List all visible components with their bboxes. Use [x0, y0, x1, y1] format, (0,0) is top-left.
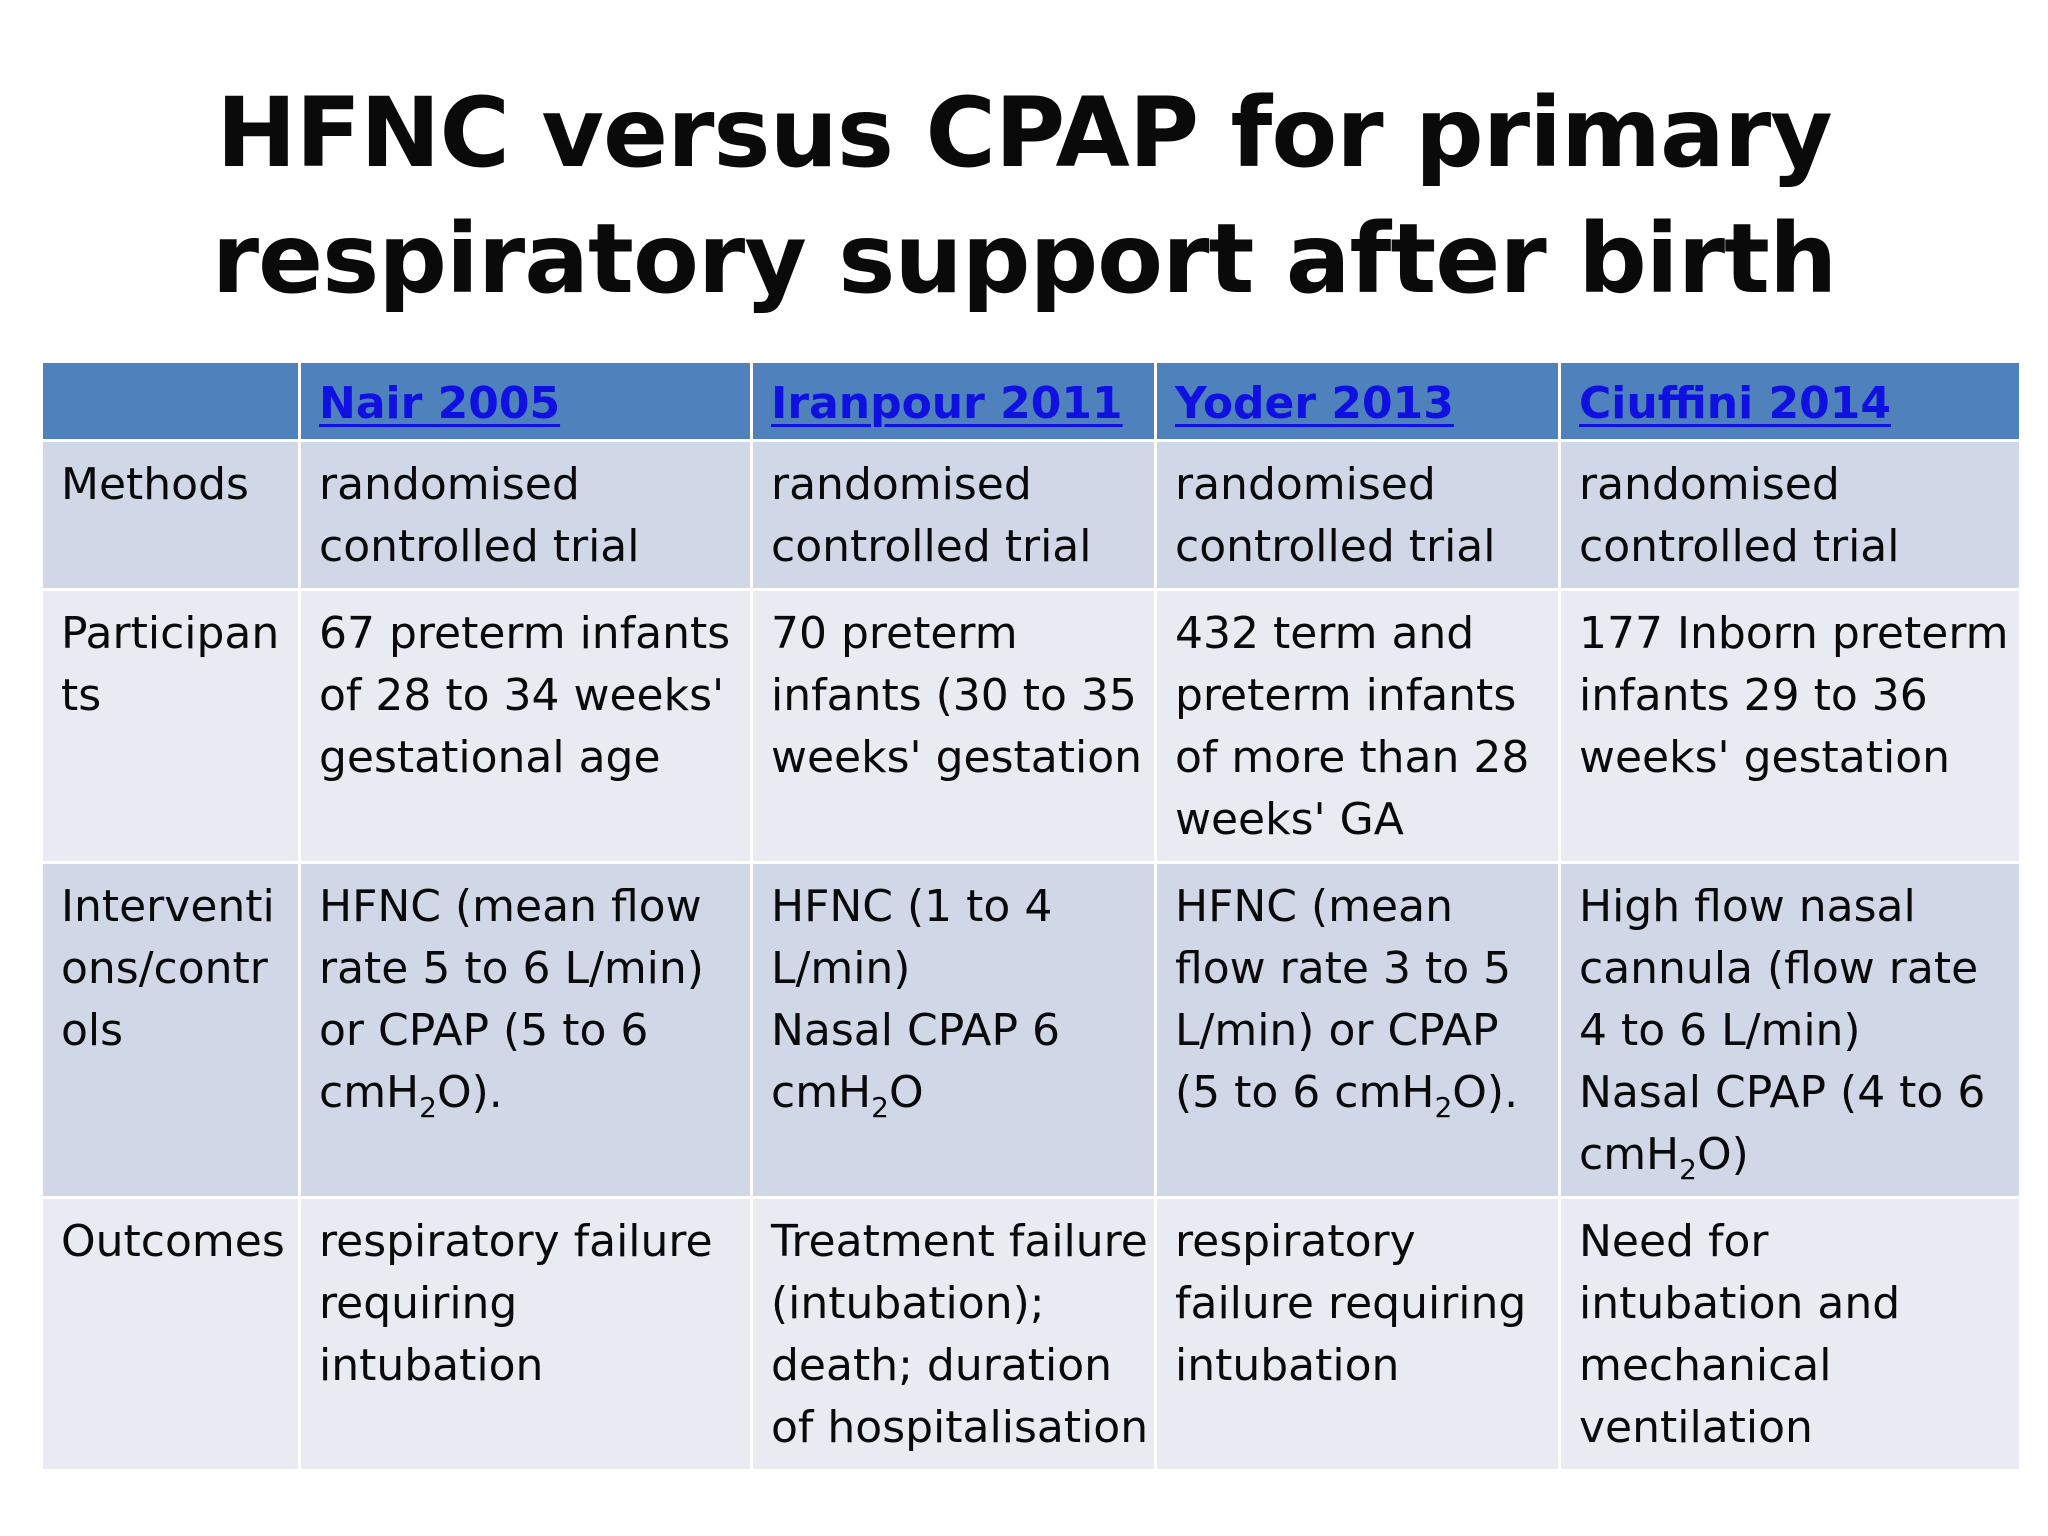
table-row-participants: Participan ts 67 preterm infants of 28 t…	[40, 588, 2022, 864]
study-link-iranpour-2011[interactable]: Iranpour 2011	[771, 378, 1123, 429]
table-cell: Treatment failure (intubation); death; d…	[750, 1196, 1157, 1472]
formula-line: cmH2O	[771, 1067, 924, 1124]
study-link-ciuffini-2014[interactable]: Ciuffini 2014	[1579, 378, 1891, 429]
table-cell: HFNC (mean flow rate 3 to 5 L/min) or CP…	[1154, 861, 1561, 1199]
formula-line: (5 to 6 cmH2O).	[1175, 1067, 1519, 1124]
header-cell-ciuffini-2014: Ciuffini 2014	[1558, 360, 2022, 442]
header-row: Nair 2005 Iranpour 2011 Yoder 2013 Ciuff…	[40, 360, 2022, 442]
formula-line: cmH2O)	[1579, 1129, 1749, 1186]
table-cell: 432 term and preterm infants of more tha…	[1154, 588, 1561, 864]
title-line-1: HFNC versus CPAP for primary	[216, 77, 1832, 189]
table-cell: 67 preterm infants of 28 to 34 weeks' ge…	[298, 588, 753, 864]
row-label-outcomes: Outcomes	[40, 1196, 301, 1472]
header-cell-iranpour-2011: Iranpour 2011	[750, 360, 1157, 442]
table-row-outcomes: Outcomes respiratory failure requiring i…	[40, 1196, 2022, 1472]
title-line-2: respiratory support after birth	[211, 203, 1838, 315]
table-cell: respiratory failure requiring intubation	[1154, 1196, 1561, 1472]
table-cell: High flow nasal cannula (flow rate 4 to …	[1558, 861, 2022, 1199]
table-cell: randomised controlled trial	[1154, 439, 1561, 591]
formula-line: cmH2O).	[319, 1067, 503, 1124]
table-cell: Need for intubation and mechanical venti…	[1558, 1196, 2022, 1472]
table-row-methods: Methods randomised controlled trial rand…	[40, 439, 2022, 591]
table-cell: 177 Inborn preterm infants 29 to 36 week…	[1558, 588, 2022, 864]
row-label-participants: Participan ts	[40, 588, 301, 864]
subscript: 2	[419, 1091, 437, 1124]
table-cell: randomised controlled trial	[1558, 439, 2022, 591]
header-cell-yoder-2013: Yoder 2013	[1154, 360, 1561, 442]
subscript: 2	[1434, 1091, 1453, 1124]
table-cell: 70 preterm infants (30 to 35 weeks' gest…	[750, 588, 1157, 864]
table-cell: randomised controlled trial	[750, 439, 1157, 591]
table-cell: HFNC (mean flow rate 5 to 6 L/min) or CP…	[298, 861, 753, 1199]
study-link-yoder-2013[interactable]: Yoder 2013	[1175, 378, 1454, 429]
subscript: 2	[871, 1091, 889, 1124]
row-label-methods: Methods	[40, 439, 301, 591]
subscript: 2	[1679, 1153, 1697, 1186]
table-cell: randomised controlled trial	[298, 439, 753, 591]
table-cell: respiratory failure requiring intubation	[298, 1196, 753, 1472]
row-label-interventions: Interventi ons/contr ols	[40, 861, 301, 1199]
header-cell-nair-2005: Nair 2005	[298, 360, 753, 442]
table-cell: HFNC (1 to 4 L/min) Nasal CPAP 6 cmH2O	[750, 861, 1157, 1199]
table-row-interventions: Interventi ons/contr ols HFNC (mean flow…	[40, 861, 2022, 1199]
slide-title: HFNC versus CPAP for primary respiratory…	[0, 70, 2048, 322]
comparison-table: Nair 2005 Iranpour 2011 Yoder 2013 Ciuff…	[40, 360, 2022, 1472]
study-link-nair-2005[interactable]: Nair 2005	[319, 378, 561, 429]
header-cell-empty	[40, 360, 301, 442]
